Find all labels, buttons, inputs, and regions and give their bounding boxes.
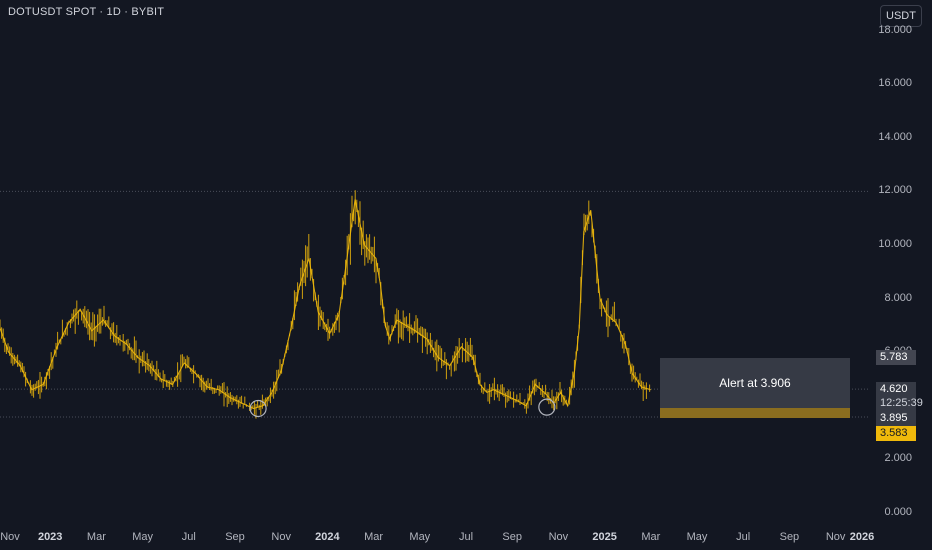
x-tick-label: Sep [225, 531, 245, 543]
price-line [0, 199, 651, 410]
x-tick-label: Mar [364, 531, 384, 543]
y-tick-label: 0.000 [884, 506, 912, 518]
x-tick-label: Jul [736, 531, 751, 543]
price-tag: 12:25:39 [876, 396, 923, 411]
y-tick-label: 18.000 [878, 23, 912, 36]
y-tick-label: 16.000 [878, 77, 912, 90]
x-tick-label: Sep [502, 531, 522, 543]
low-marker-circle [249, 399, 267, 418]
low-marker-circle [538, 398, 556, 416]
x-tick-label: 2026 [849, 531, 875, 543]
y-tick-label: 14.000 [878, 130, 912, 143]
x-tick-label: 2023 [37, 531, 63, 543]
x-tick-label: Nov [548, 531, 569, 543]
x-tick-label: May [132, 531, 153, 543]
x-tick-label: May [686, 531, 708, 543]
y-tick-label: 12.000 [878, 184, 912, 197]
x-tick-label: Jul [181, 531, 196, 543]
y-tick-label: 2.000 [884, 452, 912, 465]
alert-box[interactable]: Alert at 3.906 [660, 358, 850, 408]
x-tick-label: Nov [0, 531, 20, 543]
currency-button[interactable]: USDT [880, 5, 922, 27]
price-tag: 3.583 [876, 426, 916, 441]
x-tick-label: Nov [825, 531, 846, 543]
x-tick-label: May [409, 531, 431, 543]
x-tick-label: 2025 [592, 531, 617, 543]
alert-zone [660, 408, 850, 418]
alert-label: Alert at 3.906 [719, 376, 791, 390]
x-tick-label: Sep [779, 531, 800, 543]
y-tick-label: 10.000 [878, 238, 912, 250]
symbol-title[interactable]: DOTUSDT SPOT · 1D · BYBIT [8, 6, 165, 18]
x-tick-label: Mar [86, 531, 106, 543]
x-tick-label: Jul [458, 531, 474, 543]
chart-grid [0, 190, 870, 418]
price-tag: 5.783 [876, 350, 916, 365]
chart-markers [249, 398, 556, 418]
x-tick-label: Mar [641, 531, 661, 543]
y-tick-label: 8.000 [884, 291, 912, 304]
x-tick-label: Nov [271, 531, 291, 543]
price-tag: 3.895 [876, 411, 916, 426]
price-series [0, 190, 651, 419]
price-tag: 4.620 [876, 382, 916, 397]
x-tick-label: 2024 [315, 531, 340, 543]
